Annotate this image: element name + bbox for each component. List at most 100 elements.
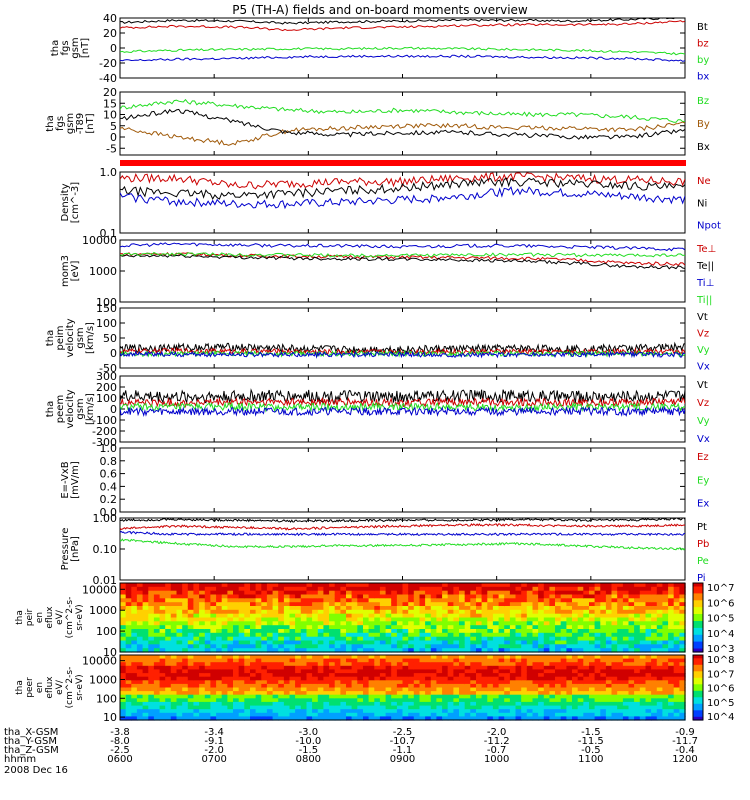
spectrogram-cell <box>639 669 647 674</box>
spectrogram-cell <box>408 644 415 649</box>
spectrogram-cell <box>159 716 166 721</box>
spectrogram-cell <box>131 683 138 689</box>
spectrogram-cell <box>651 621 658 626</box>
series-vx-line <box>120 406 685 417</box>
spectrogram-cell <box>272 676 279 681</box>
colorbar-cell <box>693 669 703 672</box>
spectrogram-cell <box>442 583 449 588</box>
spectrogram-cell <box>515 705 522 710</box>
spectrogram-cell <box>639 617 647 622</box>
colorbar-cell <box>693 681 703 684</box>
spectrogram-cell <box>142 673 149 678</box>
spectrogram-cell <box>622 602 630 607</box>
spectrogram-cell <box>464 705 471 710</box>
spectrogram-cell <box>430 598 438 603</box>
spectrogram-cell <box>250 658 257 663</box>
spectrogram-cell <box>425 712 432 717</box>
spectrogram-cell <box>204 655 212 660</box>
spectrogram-cell <box>238 648 245 653</box>
spectrogram-cell <box>577 712 584 717</box>
spectrogram-cell <box>605 632 613 638</box>
spectrogram-cell <box>261 586 268 592</box>
spectrogram-cell <box>594 602 601 607</box>
spectrogram-cell <box>634 698 641 703</box>
spectrogram-cell <box>413 687 421 692</box>
spectrogram-cell <box>498 680 505 685</box>
spectrogram-cell <box>673 609 680 615</box>
spectrogram-cell <box>543 673 551 678</box>
spectrogram-cell <box>538 698 545 703</box>
spectrogram-cell <box>470 655 477 660</box>
spectrogram-cell <box>125 598 132 603</box>
spectrogram-cell <box>538 583 545 588</box>
spectrogram-cell <box>464 583 471 588</box>
spectrogram-cell <box>651 716 658 721</box>
spectrogram-cell <box>244 625 251 630</box>
spectrogram-cell <box>142 705 149 710</box>
spectrogram-cell <box>396 594 404 599</box>
spectrogram-cell <box>170 594 178 599</box>
spectrogram-cell <box>278 590 285 596</box>
spectrogram-cell <box>272 636 279 642</box>
spectrogram-cell <box>509 705 517 710</box>
spectrogram-cell <box>323 662 330 667</box>
spectrogram-cell <box>628 640 635 645</box>
spectrogram-cell <box>182 709 189 714</box>
spectrogram-cell <box>176 705 183 710</box>
spectrogram-cell <box>476 590 483 596</box>
spectrogram-cell <box>216 687 223 692</box>
spectrogram-cell <box>634 665 641 670</box>
spectrogram-cell <box>250 655 257 660</box>
spectrogram-cell <box>204 640 212 645</box>
spectrogram-cell <box>283 669 291 674</box>
spectrogram-cell <box>233 594 240 599</box>
spectrogram-cell <box>413 655 421 660</box>
spectrogram-cell <box>170 701 178 707</box>
spectrogram-cell <box>645 705 652 710</box>
spectrogram-cell <box>142 636 149 642</box>
spectrogram-cell <box>611 691 618 696</box>
spectrogram-cell <box>442 655 449 660</box>
spectrogram-cell <box>165 712 172 717</box>
spectrogram-cell <box>351 632 358 638</box>
spectrogram-cell <box>656 680 664 685</box>
y-axis-label: tha <box>45 401 56 417</box>
spectrogram-cell <box>187 676 195 681</box>
spectrogram-cell <box>238 640 245 645</box>
spectrogram-cell <box>278 694 285 699</box>
spectrogram-cell <box>238 694 245 699</box>
spectrogram-cell <box>238 629 245 634</box>
spectrogram-cell <box>216 617 223 622</box>
spectrogram-cell <box>125 594 132 599</box>
spectrogram-cell <box>244 602 251 607</box>
spectrogram-cell <box>622 644 630 649</box>
spectrogram-cell <box>442 680 449 685</box>
spectrogram-cell <box>379 698 387 703</box>
spectrogram-cell <box>221 617 228 622</box>
spectrogram-cell <box>300 665 308 670</box>
spectrogram-cell <box>363 636 370 642</box>
spectrogram-cell <box>430 644 438 649</box>
y-tick-label: -100 <box>92 414 117 427</box>
spectrogram-cell <box>549 625 556 630</box>
spectrogram-cell <box>425 716 432 721</box>
spectrogram-cell <box>543 676 551 681</box>
spectrogram-cell <box>509 658 517 663</box>
spectrogram-cell <box>159 709 166 714</box>
spectrogram-cell <box>244 606 251 611</box>
spectrogram-cell <box>238 602 245 607</box>
spectrogram-cell <box>351 662 358 667</box>
y-tick-label: 200 <box>96 381 117 394</box>
spectrogram-cell <box>244 640 251 645</box>
spectrogram-cell <box>628 621 635 626</box>
spectrogram-cell <box>131 698 138 703</box>
spectrogram-cell <box>628 658 635 663</box>
spectrogram-cell <box>442 673 449 678</box>
spectrogram-cell <box>182 712 189 717</box>
spectrogram-cell <box>504 662 511 667</box>
spectrogram-cell <box>204 669 212 674</box>
spectrogram-cell <box>408 683 415 689</box>
spectrogram-cell <box>673 665 680 670</box>
ephemeris-value: -1.5 <box>299 745 319 756</box>
spectrogram-cell <box>662 665 669 670</box>
